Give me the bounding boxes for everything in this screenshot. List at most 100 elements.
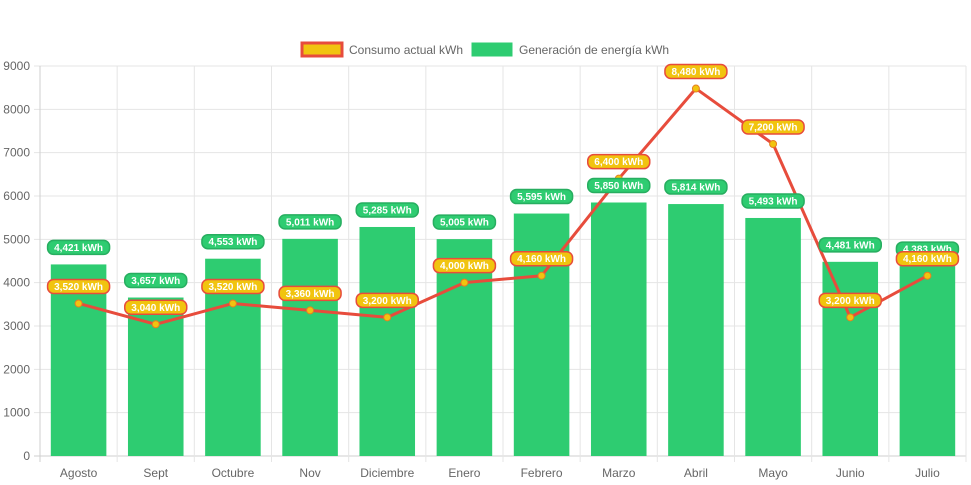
bar-marzo [590,202,647,456]
y-tick-label: 9000 [3,59,30,73]
x-tick-label: Abril [684,466,708,480]
generation-bars [50,202,956,456]
data-label-bg [741,193,805,209]
data-label-text: 3,657 kWh [131,276,180,287]
consumption-point-julio [923,271,932,280]
legend-label-generation: Generación de energía kWh [519,43,669,57]
data-label-text: 5,814 kWh [671,183,720,194]
consumption-point-junio [846,313,855,322]
data-label-bg [818,292,882,309]
y-tick-label: 8000 [3,102,30,116]
bar-label-diciembre: 5,285 kWh [355,202,419,218]
data-label-text: 4,383 kWh [903,245,952,256]
data-label-text: 4,000 kWh [440,261,489,272]
data-label-text: 3,520 kWh [54,282,103,293]
bar-label-agosto: 4,421 kWh [46,239,111,256]
data-label-bg [895,250,960,267]
data-label-bg [278,214,342,230]
consumption-point-diciembre [383,313,392,322]
data-label-bg [355,292,419,309]
data-label-bg [741,119,805,135]
data-label-bg [201,278,265,295]
consumption-point-abril [691,84,700,93]
consumption-point-agosto [74,299,83,308]
x-tick-label: Enero [448,466,480,480]
bar-label-marzo: 5,850 kWh [587,177,651,194]
data-label-bg [587,153,651,170]
bar-label-mayo: 5,493 kWh [741,193,805,209]
data-label-text: 3,200 kWh [363,296,412,307]
data-label-text: 6,400 kWh [594,157,643,168]
line-label-octubre: 3,520 kWh [201,278,265,295]
consumption-point-febrero [537,271,546,280]
x-axis: Agosto Sept Octubre Nov Diciembre Enero Febrer… [60,466,940,480]
data-label-bg [509,188,574,205]
bar-nov [282,238,338,456]
legend-swatch-generation [471,42,513,57]
line-label-diciembre: 3,200 kWh [355,292,419,309]
bar-label-abril: 5,814 kWh [664,179,728,195]
bar-label-febrero: 5,595 kWh [509,188,574,205]
x-tick-label: Julio [915,466,940,480]
legend-item-consumption[interactable]: Consumo actual kWh [300,41,463,58]
data-label-text: 5,005 kWh [440,218,489,229]
x-tick-label: Junio [836,466,865,480]
data-label-bg [432,257,497,274]
consumption-line-path [78,87,929,326]
line-label-agosto: 3,520 kWh [46,278,111,295]
y-tick-label: 3000 [3,319,30,333]
data-label-bg [46,239,111,256]
y-tick-label: 6000 [3,189,30,203]
legend: Consumo actual kWh Generación de energía… [300,41,669,58]
x-tick-label: Octubre [212,466,255,480]
data-label-bg [355,202,419,218]
data-label-text: 5,850 kWh [594,181,643,192]
x-tick-label: Febrero [521,466,563,480]
line-label-febrero: 4,160 kWh [509,250,574,267]
bar-enero [436,239,493,456]
data-label-text: 4,160 kWh [903,254,952,265]
line-label-abril: 8,480 kWh [664,63,728,80]
x-tick-label: Marzo [602,466,636,480]
data-label-bg [124,272,188,289]
grid-lines [34,65,967,462]
consumption-data-labels: 3,520 kWh 3,040 kWh 3,520 kWh 3,360 kWh 3,20… [46,63,960,316]
x-tick-label: Mayo [758,466,788,480]
x-tick-label: Agosto [60,466,98,480]
bar-julio [899,266,956,456]
data-label-bg [201,233,265,250]
data-label-bg [664,179,728,195]
data-label-bg [664,63,728,80]
y-tick-label: 2000 [3,362,30,376]
data-label-text: 5,493 kWh [749,196,798,207]
data-label-bg [509,250,574,267]
line-label-nov: 3,360 kWh [278,285,342,302]
bar-mayo [745,217,801,456]
bar-label-sept: 3,657 kWh [124,272,188,289]
legend-swatch-consumption [300,41,344,58]
data-label-bg [46,278,111,295]
legend-item-generation[interactable]: Generación de energía kWh [471,42,669,57]
consumption-point-nov [306,306,315,315]
data-label-text: 5,011 kWh [286,217,334,228]
y-axis: 0 1000 2000 3000 4000 5000 6000 7000 8000 9000 [3,59,30,463]
line-label-julio: 4,160 kWh [895,250,960,267]
data-label-text: 5,595 kWh [517,192,566,203]
data-label-bg [432,214,497,230]
data-label-bg [124,299,188,316]
line-label-junio: 3,200 kWh [818,292,882,309]
x-tick-label: Nov [299,466,320,480]
data-label-text: 5,285 kWh [363,205,412,216]
consumption-point-mayo [769,140,778,148]
data-label-bg [278,285,342,302]
bar-label-enero: 5,005 kWh [432,214,497,230]
y-tick-label: 5000 [3,232,30,246]
data-label-text: 3,040 kWh [131,303,180,314]
data-label-text: 4,421 kWh [54,243,103,254]
line-label-mayo: 7,200 kWh [741,119,805,135]
consumption-point-sept [151,320,160,329]
data-label-text: 3,360 kWh [286,289,335,300]
y-tick-label: 1000 [3,406,30,420]
line-label-marzo: 6,400 kWh [587,153,651,170]
